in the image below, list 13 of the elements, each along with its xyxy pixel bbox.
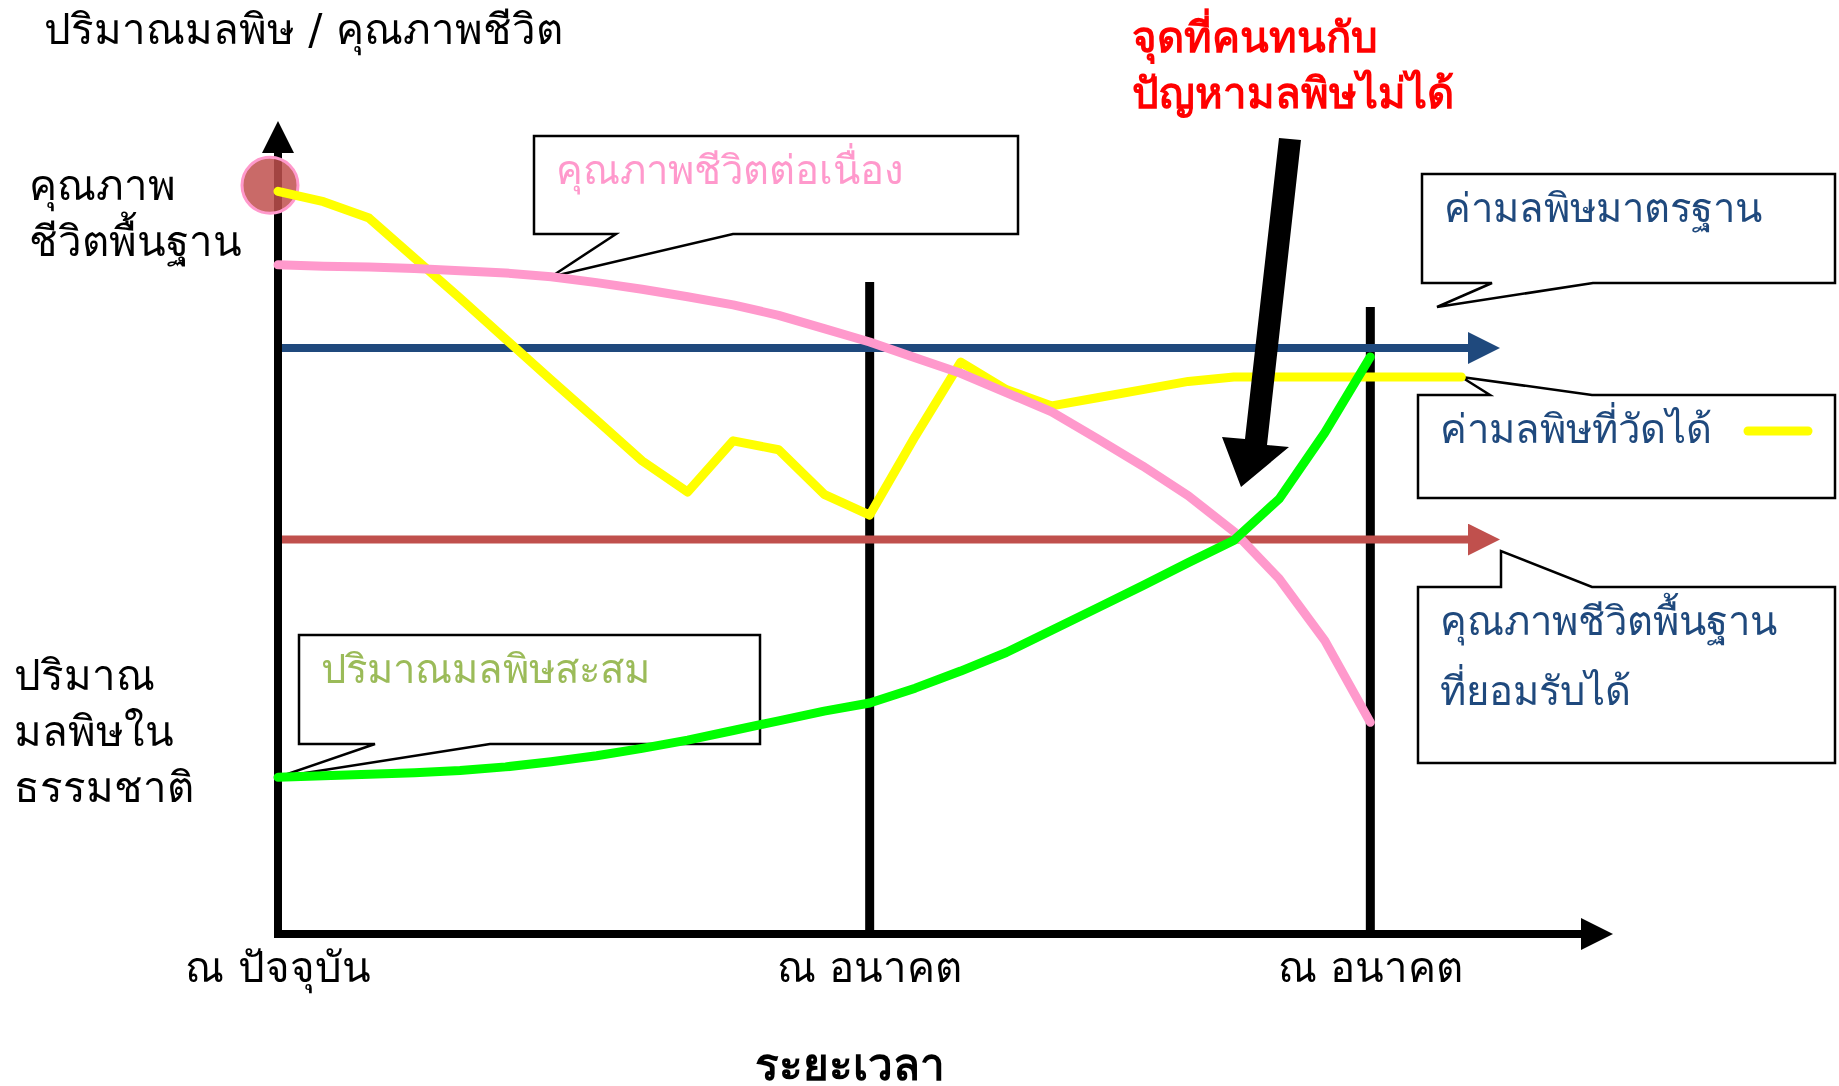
x-axis-title: ระยะเวลา xyxy=(755,1039,945,1086)
x-tick-label: ณ ปัจจุบัน xyxy=(185,943,371,994)
series-label: ปริมาณมลพิษสะสม xyxy=(321,646,650,692)
y-axis-title: ปริมาณมลพิษ / คุณภาพชีวิต xyxy=(44,5,563,56)
ref-line-label: คุณภาพชีวิตพื้นฐาน ที่ยอมรับได้ xyxy=(1440,592,1777,714)
text: คุณภาพชีวิตต่อเนื่อง xyxy=(556,143,904,195)
legend-label: ค่ามลพิษที่วัดได้ xyxy=(1440,402,1712,452)
text: คุณภาพ ชีวิตพื้นฐาน xyxy=(29,161,242,267)
x-tick-label: ณ อนาคต xyxy=(1277,943,1464,992)
text: ปริมาณ มลพิษใน ธรรมชาติ xyxy=(14,651,194,812)
text: จุดที่คนทนกับ ปัญหามลพิษไม่ได้ xyxy=(1132,8,1454,119)
ref-line-label: ค่ามลพิษมาตรฐาน xyxy=(1444,185,1762,233)
x-tick-label: ณ อนาคต xyxy=(777,943,963,992)
